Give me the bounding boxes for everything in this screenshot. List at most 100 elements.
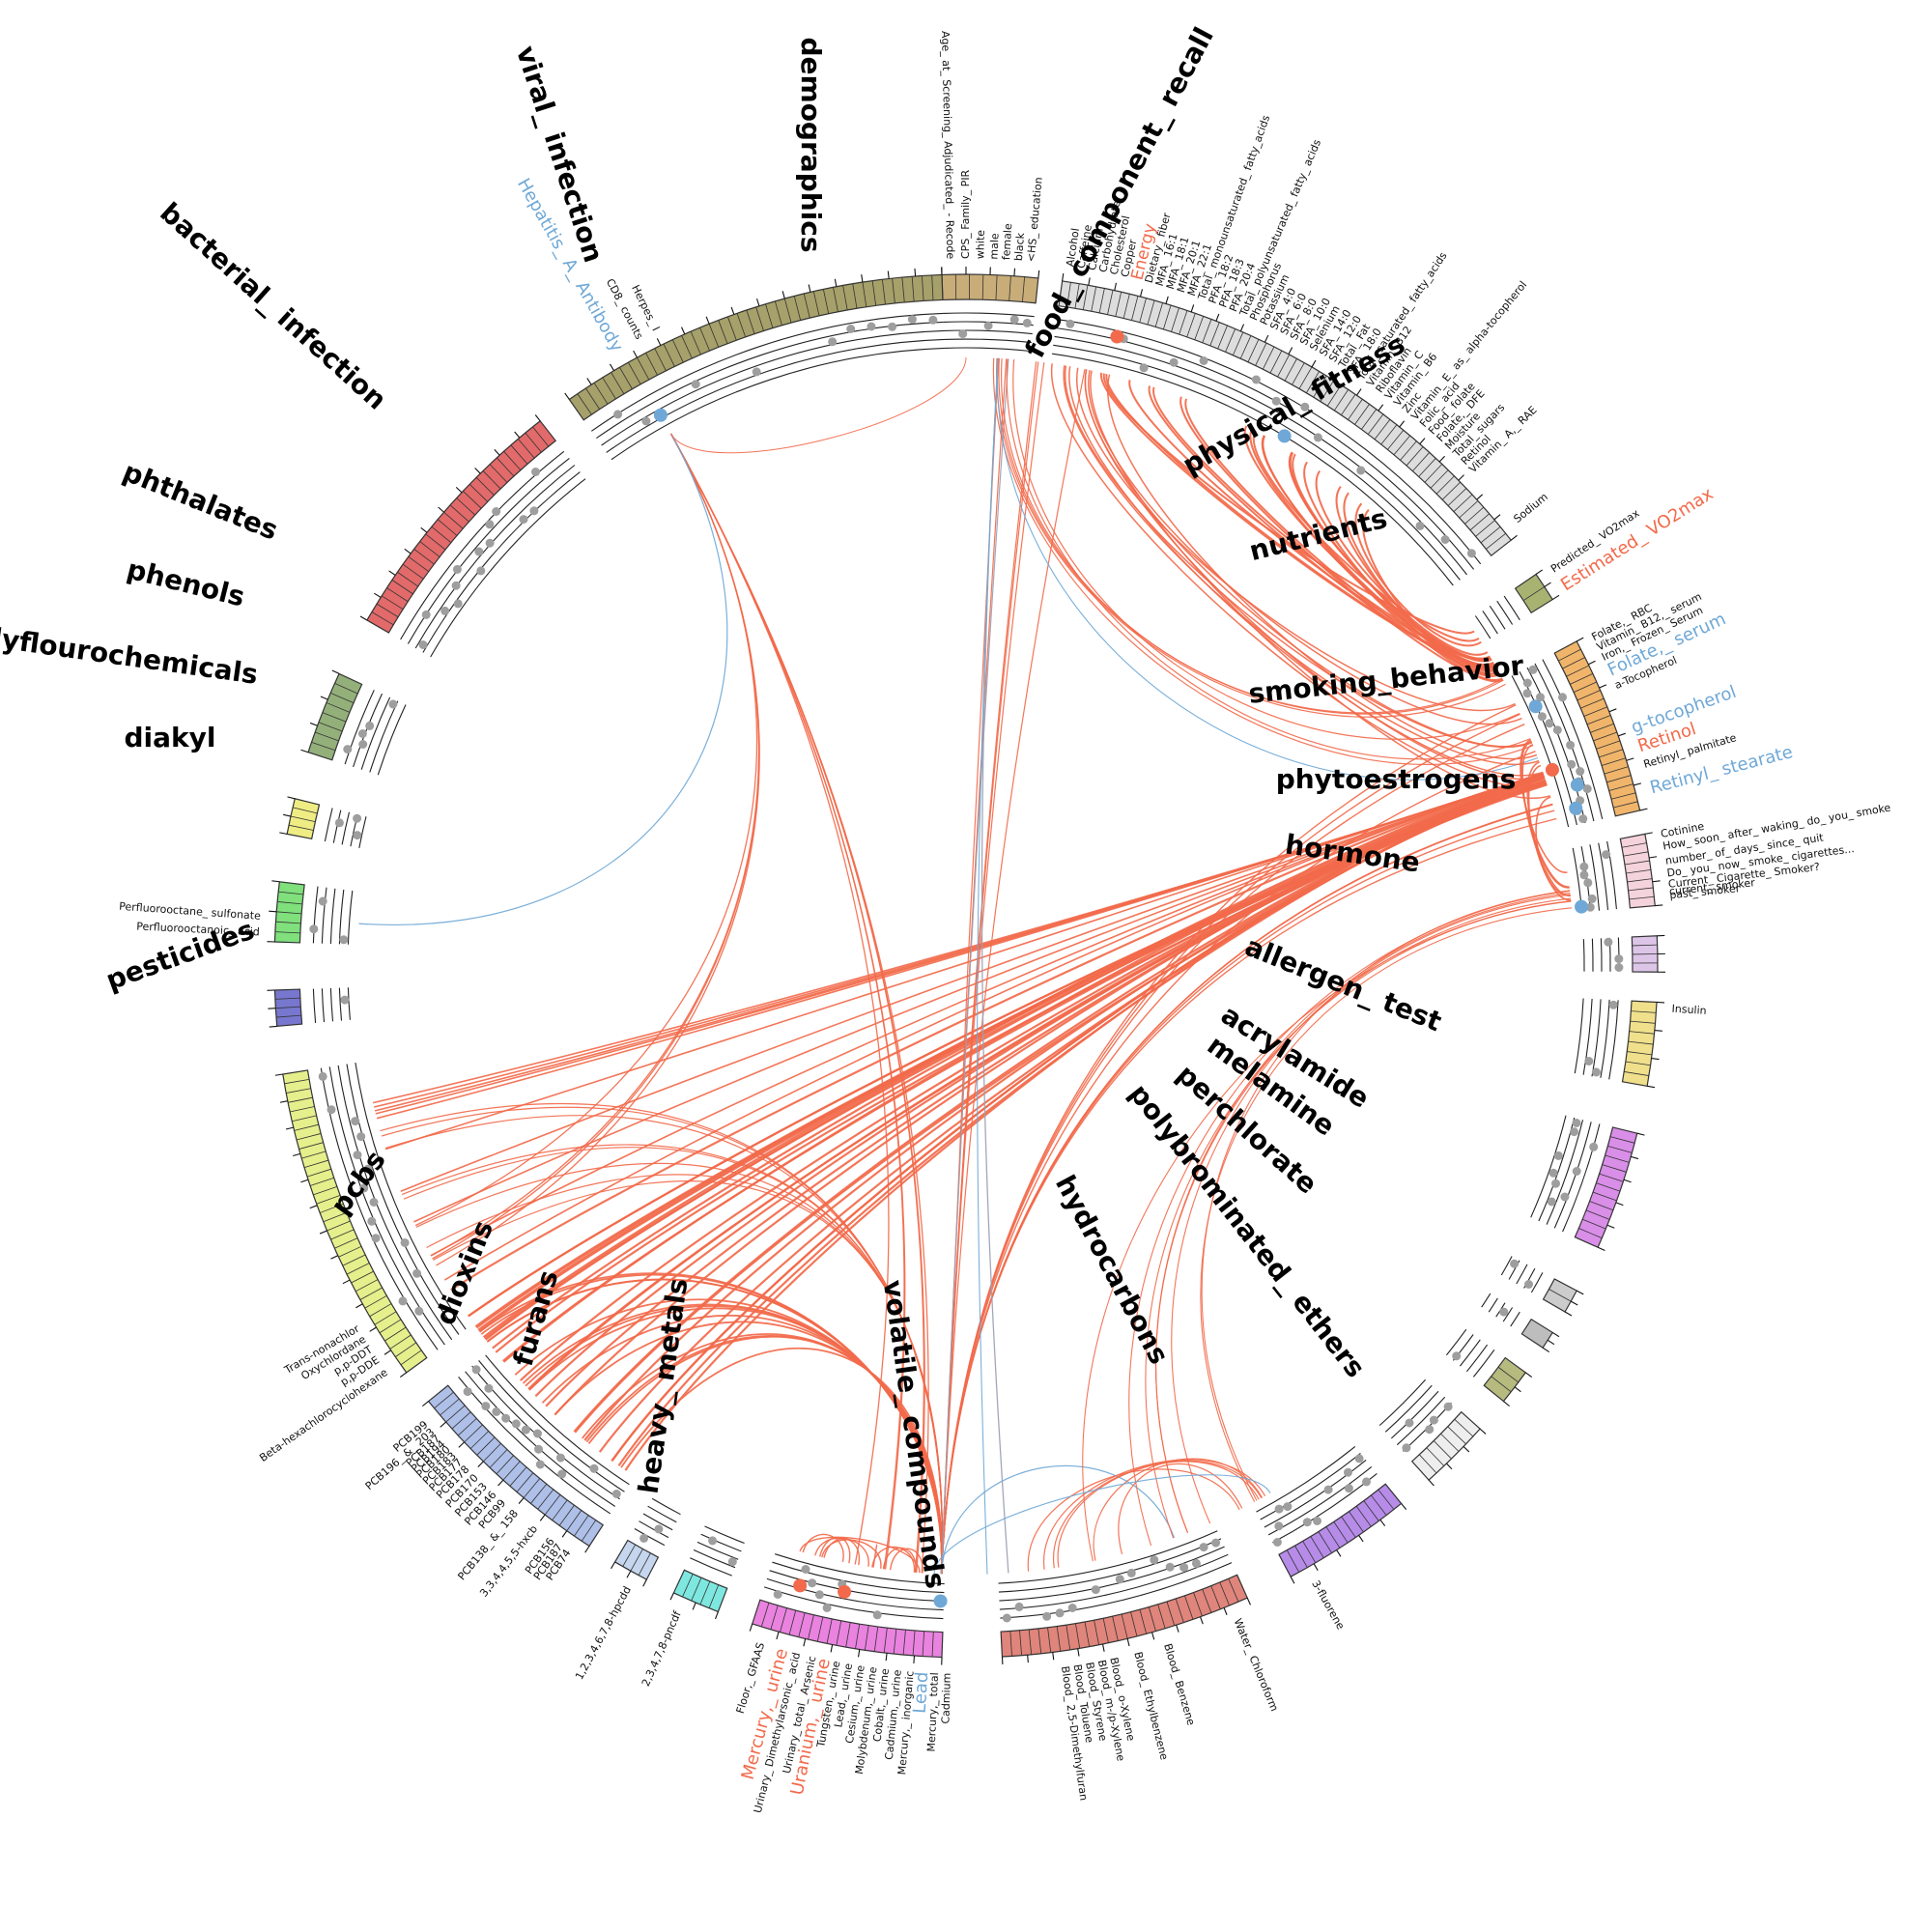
bar-divider	[1139, 298, 1147, 323]
bar-divider	[1056, 1626, 1062, 1652]
bar-divider	[338, 1245, 362, 1258]
association-link	[670, 433, 925, 1573]
bar-divider	[1380, 424, 1398, 445]
tick-mark	[584, 1546, 590, 1553]
bar-divider	[1608, 783, 1634, 791]
tick-mark	[914, 268, 917, 276]
tick-mark	[611, 1561, 616, 1570]
bar-divider	[483, 1442, 501, 1463]
ring-arc	[1582, 939, 1585, 972]
bar-divider	[1599, 1173, 1624, 1182]
bar-divider	[755, 306, 764, 331]
significance-dot	[1009, 315, 1019, 325]
significance-dot	[1579, 870, 1589, 880]
significance-dot	[1150, 1555, 1159, 1565]
association-link	[1362, 508, 1499, 675]
ring-arc	[1591, 938, 1594, 972]
bar-divider	[630, 1548, 643, 1572]
ring-arc	[998, 1530, 1218, 1584]
tick-mark	[1176, 1624, 1179, 1633]
bar-divider	[386, 587, 409, 603]
significance-dot	[1165, 1562, 1175, 1572]
ring-arc	[769, 1570, 945, 1603]
significance-dot	[1553, 1151, 1563, 1160]
significance-dot	[1251, 375, 1261, 384]
bar-divider	[1497, 1366, 1520, 1383]
association-link	[941, 368, 1086, 1575]
variable-label: Cadmium	[939, 1673, 952, 1724]
association-link	[933, 1474, 1271, 1575]
variable-label: Estimated_ VO2max	[1557, 484, 1718, 596]
significance-dot	[369, 1198, 379, 1207]
association-link	[1027, 1468, 1240, 1572]
association-link	[624, 772, 1545, 1471]
bar-divider	[1298, 366, 1313, 389]
association-link	[941, 803, 1553, 1575]
bar-divider	[1341, 1516, 1356, 1538]
significance-dot	[1572, 1119, 1581, 1127]
significance-dot	[318, 1071, 327, 1081]
association-link	[430, 433, 760, 1257]
bar-divider	[288, 1096, 313, 1103]
significance-dot	[1576, 767, 1585, 776]
bar-divider	[1333, 389, 1350, 412]
association-link	[1145, 900, 1572, 1539]
bar-divider	[290, 1106, 315, 1113]
association-link	[1063, 365, 1540, 766]
significance-dot	[1578, 814, 1588, 824]
bar-divider	[274, 997, 300, 1000]
tick-mark	[1544, 582, 1551, 587]
tick-mark	[269, 1025, 277, 1028]
ring-arc	[328, 1066, 445, 1346]
variable-label: Lead	[910, 1671, 933, 1714]
ring-arc	[1481, 1293, 1492, 1308]
bar-divider	[502, 1461, 521, 1481]
bar-divider	[826, 1618, 833, 1644]
ring-arc	[1523, 1267, 1536, 1289]
significance-dot	[641, 416, 651, 426]
association-link	[426, 1174, 944, 1575]
ring-arc	[329, 987, 334, 1022]
bar-divider	[1558, 648, 1581, 662]
ring-arc	[1474, 615, 1492, 639]
bar-divider	[708, 324, 720, 348]
ring-arc	[1256, 1445, 1356, 1513]
significance-dot	[358, 740, 368, 749]
significance-dot	[872, 1610, 882, 1620]
bar-divider	[276, 911, 302, 915]
tick-mark	[388, 570, 396, 576]
bar-divider	[1625, 1061, 1651, 1066]
bar-divider	[862, 281, 867, 307]
bar-divider	[558, 1504, 575, 1526]
significance-dot	[1579, 862, 1589, 871]
tick-mark	[455, 486, 463, 494]
significance-dot	[353, 831, 362, 840]
tick-mark	[1615, 1202, 1624, 1207]
significance-dot	[421, 610, 431, 619]
ring-arc	[321, 988, 326, 1023]
tick-mark	[420, 526, 428, 533]
ring-arc	[1390, 1390, 1439, 1439]
bar-divider	[1286, 1549, 1300, 1573]
tick-mark	[1101, 1643, 1105, 1652]
significance-dot	[1405, 1418, 1414, 1428]
association-link	[380, 1102, 944, 1575]
bar-divider	[376, 603, 399, 618]
association-link	[670, 356, 967, 454]
variable-label: female	[1000, 223, 1014, 261]
tick-mark	[1223, 1607, 1228, 1615]
tick-mark	[274, 1073, 283, 1076]
significance-dot	[1614, 963, 1624, 972]
bar-divider	[1374, 419, 1391, 440]
ring-arc	[1553, 1122, 1592, 1229]
variable-label: Blood_ Ethylbenzene	[1131, 1651, 1170, 1762]
bar-divider	[525, 432, 542, 453]
tick-mark	[1564, 1311, 1573, 1317]
significance-dot	[1548, 1168, 1558, 1178]
ring-arc	[1472, 1349, 1495, 1378]
bar-divider	[788, 1610, 797, 1635]
tick-mark	[834, 278, 838, 287]
tick-mark	[422, 1401, 429, 1407]
bar-divider	[1019, 1630, 1023, 1656]
